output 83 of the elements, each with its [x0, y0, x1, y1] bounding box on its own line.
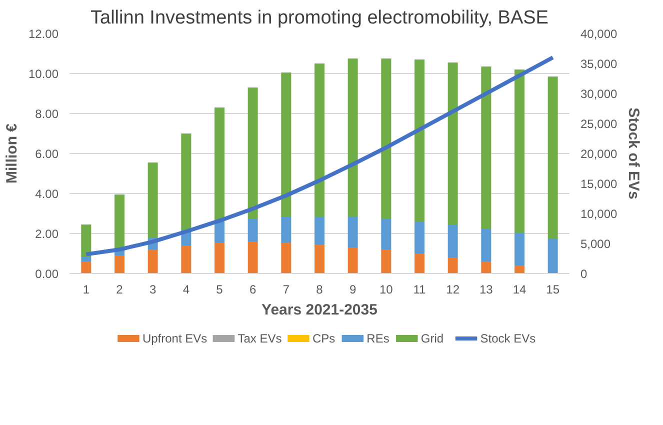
x-tick-label: 2 — [116, 282, 124, 296]
x-tick-label: 5 — [216, 282, 224, 296]
bar — [214, 108, 224, 222]
legend-label: Stock EVs — [480, 332, 536, 346]
y2-tick-label: 40,000 — [580, 27, 618, 41]
bar — [81, 262, 92, 274]
y2-tick-label: 5,000 — [580, 237, 611, 251]
bar — [414, 222, 424, 254]
y2-tick-label: 0 — [580, 267, 588, 281]
x-tick-label: 11 — [413, 282, 426, 296]
bar — [214, 222, 224, 242]
y2-tick-label: 10,000 — [580, 207, 618, 221]
chart-title: Tallinn Investments in promoting electromobility, BASE — [90, 8, 548, 28]
y-tick-label: 8.00 — [35, 107, 59, 121]
x-tick-label: 14 — [512, 282, 526, 296]
bar — [481, 66, 492, 228]
bar — [148, 162, 158, 238]
bar — [414, 254, 424, 274]
x-axis-title: Years 2021-2035 — [262, 302, 378, 318]
y2-tick-label: 35,000 — [580, 57, 618, 71]
x-tick-label: 13 — [479, 282, 494, 296]
bar — [348, 248, 358, 274]
bar — [81, 256, 92, 262]
y-tick-label: 0.00 — [35, 267, 59, 281]
bar — [414, 60, 424, 222]
y-tick-label: 12.00 — [28, 27, 59, 41]
bar — [314, 216, 324, 244]
y2-tick-label: 20,000 — [580, 147, 618, 161]
bar — [314, 244, 324, 274]
y-tick-label: 6.00 — [35, 147, 59, 161]
bar — [281, 216, 292, 242]
bar — [514, 266, 524, 274]
x-tick-label: 9 — [349, 282, 356, 296]
y2-axis-title: Stock of EVs — [625, 108, 642, 200]
x-tick-label: 15 — [546, 282, 560, 296]
bar — [514, 232, 524, 266]
bar — [114, 194, 124, 248]
x-tick-label: 4 — [182, 282, 190, 296]
legend-label: Grid — [420, 332, 444, 346]
legend-label: CPs — [312, 332, 336, 346]
y2-tick-label: 15,000 — [580, 177, 618, 191]
bar — [448, 258, 458, 274]
bar — [314, 64, 324, 216]
y-axis-title: Million € — [3, 122, 20, 184]
x-tick-label: 12 — [446, 282, 460, 296]
bar — [281, 72, 292, 216]
legend-label: Tax EVs — [238, 332, 282, 346]
bar — [81, 224, 92, 256]
bar — [181, 246, 192, 274]
bar — [481, 262, 492, 274]
bar — [448, 62, 458, 224]
bar — [214, 242, 224, 274]
bar — [248, 88, 258, 218]
bar — [148, 250, 158, 274]
bar — [281, 242, 292, 274]
line-series — [84, 56, 555, 256]
x-tick-label: 10 — [379, 282, 394, 296]
bar — [548, 238, 558, 274]
bar — [548, 76, 558, 238]
bar — [481, 228, 492, 262]
x-tick-label: 1 — [82, 282, 90, 296]
y2-tick-label: 30,000 — [580, 87, 618, 101]
y-tick-label: 4.00 — [35, 187, 59, 201]
bar — [248, 242, 258, 274]
x-tick-label: 7 — [282, 282, 290, 296]
y-tick-label: 10.00 — [28, 67, 59, 81]
bar — [181, 134, 192, 230]
bar — [381, 218, 392, 250]
y-tick-label: 2.00 — [35, 227, 59, 241]
x-tick-label: 6 — [249, 282, 256, 296]
y2-tick-label: 25,000 — [580, 117, 618, 131]
legend-label: REs — [366, 332, 390, 346]
bar — [248, 218, 258, 242]
bar — [381, 250, 392, 274]
legend-label: Upfront EVs — [142, 332, 208, 346]
bar — [514, 70, 524, 232]
bar — [448, 224, 458, 258]
bar — [348, 58, 358, 216]
bar — [348, 216, 358, 248]
x-tick-label: 8 — [316, 282, 324, 296]
bar — [381, 58, 392, 218]
x-tick-label: 3 — [149, 282, 156, 296]
bar — [114, 256, 124, 274]
